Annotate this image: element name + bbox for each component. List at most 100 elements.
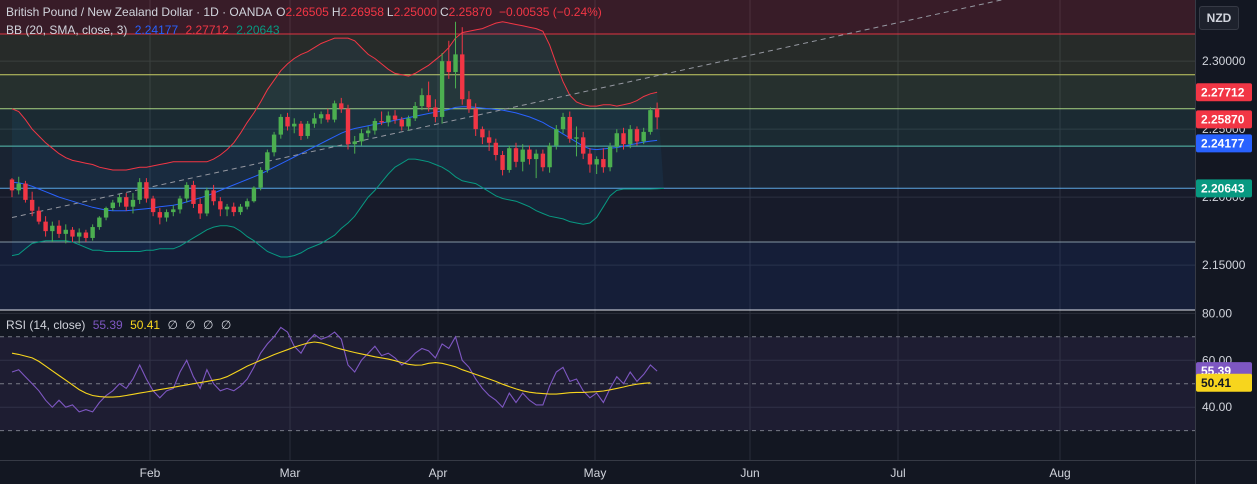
candle-53[interactable]: [365, 126, 371, 138]
candle-58[interactable]: [399, 116, 404, 131]
candle-43[interactable]: [298, 121, 304, 141]
candle-50[interactable]: [345, 104, 351, 150]
candle-36[interactable]: [251, 186, 257, 203]
candle-96[interactable]: [654, 102, 660, 130]
candle-11[interactable]: [83, 229, 89, 243]
candle-46[interactable]: [318, 111, 324, 124]
candle-63[interactable]: [433, 99, 438, 123]
candle-9[interactable]: [70, 227, 75, 243]
candle-6[interactable]: [50, 221, 55, 243]
candle-44[interactable]: [305, 121, 310, 139]
candle-73[interactable]: [500, 150, 505, 176]
candle-87[interactable]: [594, 156, 599, 175]
candle-84[interactable]: [574, 126, 579, 157]
candle-45[interactable]: [312, 112, 317, 128]
candle-23[interactable]: [164, 209, 169, 222]
candle-70[interactable]: [480, 126, 485, 145]
candle-19[interactable]: [137, 178, 142, 204]
candle-0[interactable]: [9, 178, 15, 198]
candle-20[interactable]: [144, 178, 149, 203]
candle-39[interactable]: [271, 131, 277, 157]
candle-30[interactable]: [211, 184, 216, 206]
candle-80[interactable]: [547, 142, 552, 173]
candle-12[interactable]: [90, 224, 95, 241]
candle-57[interactable]: [392, 110, 398, 124]
candle-94[interactable]: [641, 127, 646, 145]
candle-8[interactable]: [63, 224, 68, 244]
candle-93[interactable]: [634, 126, 640, 146]
candle-26[interactable]: [184, 182, 189, 203]
candle-78[interactable]: [533, 149, 539, 179]
candle-69[interactable]: [473, 103, 478, 136]
candle-64[interactable]: [439, 53, 445, 124]
candle-86[interactable]: [587, 148, 593, 173]
candle-40[interactable]: [278, 114, 283, 139]
candle-18[interactable]: [130, 193, 136, 214]
candle-76[interactable]: [520, 144, 525, 172]
candle-60[interactable]: [413, 101, 418, 122]
candle-14[interactable]: [103, 206, 109, 221]
candle-62[interactable]: [426, 81, 431, 112]
candle-75[interactable]: [513, 142, 519, 168]
candle-90[interactable]: [614, 129, 619, 153]
candle-5[interactable]: [43, 216, 48, 237]
candle-95[interactable]: [648, 107, 653, 135]
candle-21[interactable]: [150, 195, 156, 217]
candle-59[interactable]: [406, 115, 411, 131]
candle-79[interactable]: [540, 149, 546, 172]
candle-66[interactable]: [453, 21, 458, 89]
price-axis-bg[interactable]: [1195, 0, 1257, 484]
candle-17[interactable]: [124, 193, 129, 211]
candle-31[interactable]: [218, 197, 223, 217]
candle-85[interactable]: [581, 131, 586, 160]
candle-15[interactable]: [110, 199, 115, 211]
candle-3[interactable]: [29, 191, 35, 217]
candle-61[interactable]: [419, 88, 425, 111]
candle-48[interactable]: [332, 100, 337, 123]
candle-29[interactable]: [204, 187, 210, 217]
candle-38[interactable]: [265, 149, 270, 173]
candle-56[interactable]: [386, 111, 391, 127]
candle-47[interactable]: [325, 108, 331, 123]
candle-82[interactable]: [560, 112, 566, 134]
candle-27[interactable]: [191, 180, 196, 209]
candle-89[interactable]: [607, 142, 613, 172]
candle-16[interactable]: [117, 194, 122, 207]
candles[interactable]: [9, 21, 660, 244]
candle-24[interactable]: [171, 205, 176, 217]
candle-83[interactable]: [567, 111, 572, 143]
candle-91[interactable]: [621, 127, 626, 150]
dashed-trendline[interactable]: [11, 0, 1094, 219]
candle-74[interactable]: [507, 145, 512, 173]
candle-72[interactable]: [493, 138, 499, 161]
candle-25[interactable]: [177, 195, 183, 214]
candle-34[interactable]: [238, 203, 243, 215]
candle-13[interactable]: [97, 216, 102, 230]
candle-49[interactable]: [339, 97, 344, 113]
candle-65[interactable]: [446, 40, 451, 79]
candle-37[interactable]: [258, 167, 263, 191]
candle-67[interactable]: [460, 27, 465, 105]
candle-81[interactable]: [554, 125, 559, 150]
candle-4[interactable]: [36, 206, 42, 225]
candle-71[interactable]: [486, 130, 492, 151]
candle-92[interactable]: [628, 125, 633, 149]
candle-32[interactable]: [224, 203, 230, 217]
candle-42[interactable]: [292, 118, 297, 134]
candle-52[interactable]: [359, 129, 364, 146]
candle-7[interactable]: [56, 220, 62, 238]
candle-33[interactable]: [231, 202, 236, 217]
candle-77[interactable]: [527, 145, 532, 165]
candle-51[interactable]: [352, 135, 357, 154]
candle-54[interactable]: [372, 118, 378, 135]
candle-22[interactable]: [157, 208, 163, 225]
candle-2[interactable]: [23, 180, 28, 203]
candle-35[interactable]: [245, 198, 250, 210]
candle-28[interactable]: [197, 198, 203, 219]
candle-10[interactable]: [77, 228, 82, 244]
candle-88[interactable]: [601, 148, 606, 173]
currency-button[interactable]: NZD: [1199, 6, 1239, 30]
candle-41[interactable]: [285, 112, 290, 131]
candle-1[interactable]: [16, 176, 21, 195]
